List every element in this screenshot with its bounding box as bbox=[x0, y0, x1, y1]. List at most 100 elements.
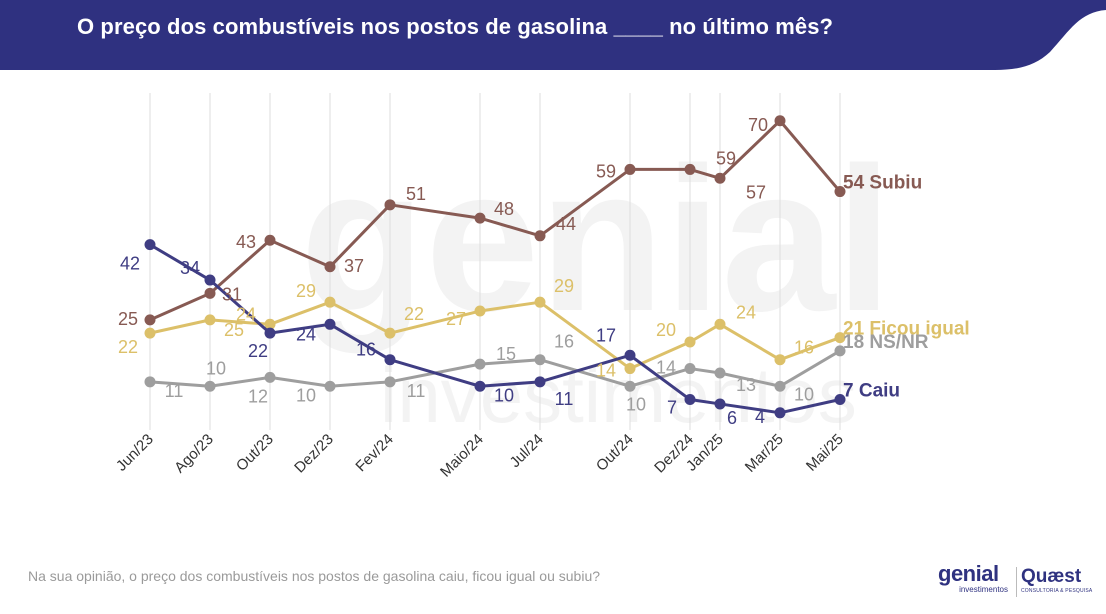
x-tick-label: Mai/25 bbox=[803, 431, 847, 475]
x-tick-label: Out/23 bbox=[233, 431, 277, 475]
data-point-caiu bbox=[384, 354, 396, 366]
data-point-caiu bbox=[264, 327, 276, 339]
data-label-caiu: 7 bbox=[667, 398, 677, 418]
data-label-ficou_igual: 20 bbox=[656, 320, 676, 340]
data-label-ns_nr: 15 bbox=[496, 344, 516, 364]
x-tick-label: Dez/23 bbox=[291, 431, 337, 477]
data-point-ns_nr bbox=[834, 345, 846, 357]
data-label-subiu: 48 bbox=[494, 199, 514, 219]
data-point-caiu bbox=[624, 349, 636, 361]
data-point-ficou_igual bbox=[834, 332, 846, 344]
data-point-caiu bbox=[834, 394, 846, 406]
data-point-ficou_igual bbox=[624, 363, 636, 375]
data-point-ficou_igual bbox=[474, 305, 486, 317]
data-label-subiu: 31 bbox=[222, 284, 242, 304]
data-label-caiu: 34 bbox=[180, 258, 200, 278]
data-point-subiu bbox=[534, 230, 546, 242]
data-label-caiu: 17 bbox=[596, 325, 616, 345]
series-lines bbox=[144, 115, 846, 419]
data-label-ns_nr: 10 bbox=[296, 385, 316, 405]
data-label-subiu: 59 bbox=[716, 148, 736, 168]
data-point-ns_nr bbox=[144, 376, 156, 388]
series-end-label-ns_nr: 18 NS/NR bbox=[843, 332, 929, 353]
data-label-ficou_igual: 22 bbox=[118, 337, 138, 357]
title-banner bbox=[0, 0, 1106, 70]
data-point-subiu bbox=[264, 234, 276, 246]
data-point-ficou_igual bbox=[264, 318, 276, 330]
data-point-ns_nr bbox=[534, 354, 546, 366]
data-label-ns_nr: 11 bbox=[165, 381, 184, 401]
data-point-ns_nr bbox=[774, 380, 786, 392]
data-label-caiu: 16 bbox=[356, 340, 376, 360]
x-tick-label: Ago/23 bbox=[171, 431, 217, 477]
data-label-ficou_igual: 14 bbox=[596, 361, 616, 381]
data-label-subiu: 25 bbox=[118, 309, 138, 329]
data-label-subiu: 51 bbox=[406, 184, 426, 204]
data-point-subiu bbox=[144, 314, 156, 326]
x-tick-label: Jul/24 bbox=[507, 431, 547, 471]
data-point-caiu bbox=[534, 376, 546, 388]
series-end-label-ficou_igual: 21 Ficou igual bbox=[843, 319, 970, 340]
data-point-ficou_igual bbox=[774, 354, 786, 366]
x-tick-label: Mar/25 bbox=[742, 431, 787, 476]
data-point-ns_nr bbox=[324, 380, 336, 392]
data-label-subiu: 70 bbox=[748, 115, 768, 135]
data-label-subiu: 44 bbox=[556, 214, 576, 234]
data-point-ns_nr bbox=[204, 380, 216, 392]
genial-logo-sub: investimentos bbox=[959, 585, 1008, 594]
data-point-ficou_igual bbox=[144, 327, 156, 339]
data-label-ns_nr: 12 bbox=[248, 386, 268, 406]
data-label-ficou_igual: 27 bbox=[446, 309, 466, 329]
data-label-ns_nr: 10 bbox=[626, 394, 646, 414]
x-tick-label: Out/24 bbox=[593, 431, 637, 475]
data-point-ficou_igual bbox=[684, 336, 696, 348]
data-label-ficou_igual: 24 bbox=[736, 302, 756, 322]
data-point-subiu bbox=[714, 172, 726, 184]
data-label-ns_nr: 14 bbox=[656, 358, 676, 378]
data-label-ns_nr: 10 bbox=[794, 384, 814, 404]
data-label-subiu: 43 bbox=[236, 232, 256, 252]
series-line-subiu bbox=[149, 119, 842, 322]
data-label-ns_nr: 13 bbox=[736, 375, 756, 395]
data-point-caiu bbox=[774, 407, 786, 419]
data-label-ficou_igual: 24 bbox=[236, 304, 256, 324]
data-point-subiu bbox=[624, 163, 636, 175]
data-point-ns_nr bbox=[624, 380, 636, 392]
data-point-caiu bbox=[474, 380, 486, 392]
data-point-caiu bbox=[714, 398, 726, 410]
data-label-ficou_igual: 16 bbox=[794, 338, 814, 358]
data-label-caiu: 22 bbox=[248, 341, 268, 361]
data-point-subiu bbox=[834, 186, 846, 198]
x-axis-tick-labels: Jun/23 Ago/23 Out/23 Dez/23 Fev/24 Maio/24 Jul… bbox=[113, 431, 847, 481]
quaest-logo-word: Quæst bbox=[1021, 566, 1082, 587]
data-point-ns_nr bbox=[384, 376, 396, 388]
data-label-subiu: 59 bbox=[596, 161, 616, 181]
data-label-caiu: 42 bbox=[120, 254, 140, 274]
series-end-label-caiu: 7 Caiu bbox=[843, 381, 900, 402]
series-end-label-subiu: 54 Subiu bbox=[843, 173, 922, 194]
quaest-logo: Quæst CONSULTORIA & PESQUISA bbox=[1021, 566, 1101, 602]
page-title: O preço dos combustíveis nos postos de g… bbox=[77, 14, 834, 39]
logo-divider bbox=[1016, 567, 1017, 597]
data-point-ficou_igual bbox=[384, 327, 396, 339]
data-point-subiu bbox=[684, 163, 696, 175]
data-label-ficou_igual: 22 bbox=[404, 304, 424, 324]
data-label-caiu: 24 bbox=[296, 324, 316, 344]
data-point-caiu bbox=[684, 394, 696, 406]
data-label-subiu: 37 bbox=[344, 256, 364, 276]
data-point-subiu bbox=[474, 212, 486, 224]
data-label-ns_nr: 11 bbox=[407, 381, 426, 401]
data-label-subiu: 57 bbox=[746, 182, 766, 202]
footer-question: Na sua opinião, o preço dos combustíveis… bbox=[28, 568, 601, 584]
data-label-ficou_igual: 29 bbox=[296, 281, 316, 301]
data-point-caiu bbox=[324, 318, 336, 330]
data-point-ns_nr bbox=[684, 363, 696, 375]
data-label-caiu: 10 bbox=[494, 385, 514, 405]
data-point-ficou_igual bbox=[204, 314, 216, 326]
x-tick-label: Maio/24 bbox=[437, 431, 487, 481]
data-label-caiu: 4 bbox=[755, 407, 765, 427]
data-label-caiu: 11 bbox=[555, 389, 574, 409]
data-point-subiu bbox=[204, 287, 216, 299]
